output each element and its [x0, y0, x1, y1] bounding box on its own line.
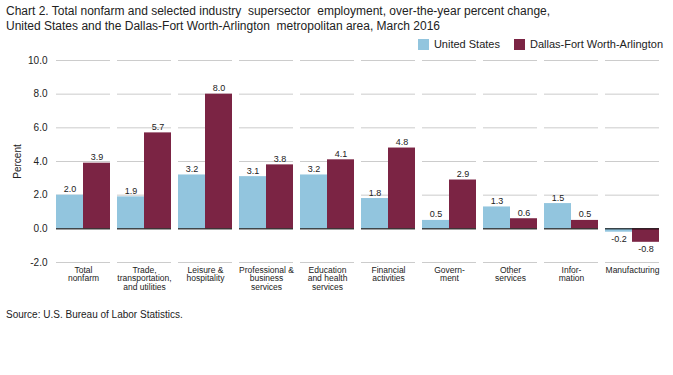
svg-text:Infor-mation: Infor-mation: [559, 265, 585, 284]
svg-text:Otherservices: Otherservices: [495, 265, 526, 284]
svg-text:6.0: 6.0: [34, 122, 48, 133]
svg-text:-2.0: -2.0: [30, 257, 48, 268]
svg-text:0.5: 0.5: [579, 209, 592, 219]
svg-text:0.0: 0.0: [34, 223, 48, 234]
svg-text:4.0: 4.0: [34, 156, 48, 167]
svg-text:Educationand healthservices: Educationand healthservices: [308, 265, 348, 292]
svg-text:3.2: 3.2: [308, 164, 321, 174]
svg-text:Manufacturing: Manufacturing: [606, 265, 660, 275]
svg-text:4.8: 4.8: [396, 137, 409, 147]
svg-text:Professional &businessservices: Professional &businessservices: [239, 265, 294, 292]
svg-text:5.7: 5.7: [152, 122, 165, 132]
html-text:Dallas-Fort Worth-Arlington: Dallas-Fort Worth-Arlington: [529, 38, 663, 50]
svg-text:0.5: 0.5: [430, 209, 443, 219]
svg-text:1.9: 1.9: [125, 186, 138, 196]
svg-text:Totalnonfarm: Totalnonfarm: [68, 265, 99, 284]
svg-text:Leisure &hospitality: Leisure &hospitality: [187, 265, 226, 284]
svg-text:8.0: 8.0: [34, 88, 48, 99]
html-text:United States and the Dallas-F: United States and the Dallas-Fort Worth-…: [6, 19, 440, 33]
html-text:Source: U.S. Bureau of Labor S: Source: U.S. Bureau of Labor Statistics.: [6, 309, 183, 320]
svg-text:Trade,transportation,and utili: Trade,transportation,and utilities: [117, 265, 171, 292]
svg-text:3.1: 3.1: [247, 166, 260, 176]
svg-text:1.8: 1.8: [369, 188, 382, 198]
svg-text:3.2: 3.2: [186, 164, 199, 174]
svg-text:3.8: 3.8: [274, 154, 287, 164]
svg-text:1.5: 1.5: [552, 193, 565, 203]
svg-text:2.0: 2.0: [64, 184, 77, 194]
svg-text:10.0: 10.0: [28, 55, 48, 66]
svg-text:Percent: Percent: [12, 144, 23, 179]
svg-text:Govern-ment: Govern-ment: [434, 265, 465, 284]
svg-text:1.3: 1.3: [491, 196, 504, 206]
svg-text:3.9: 3.9: [91, 152, 104, 162]
svg-text:-0.8: -0.8: [638, 244, 654, 254]
svg-text:2.9: 2.9: [457, 169, 470, 179]
svg-text:2.0: 2.0: [34, 189, 48, 200]
svg-text:Financialactivities: Financialactivities: [371, 265, 405, 284]
svg-text:-0.2: -0.2: [611, 234, 627, 244]
svg-text:8.0: 8.0: [213, 83, 226, 93]
svg-text:4.1: 4.1: [335, 149, 348, 159]
html-text:Chart 2. Total nonfarm and sel: Chart 2. Total nonfarm and selected indu…: [6, 4, 551, 18]
html-text:United States: United States: [433, 38, 500, 50]
svg-text:0.6: 0.6: [518, 208, 531, 218]
